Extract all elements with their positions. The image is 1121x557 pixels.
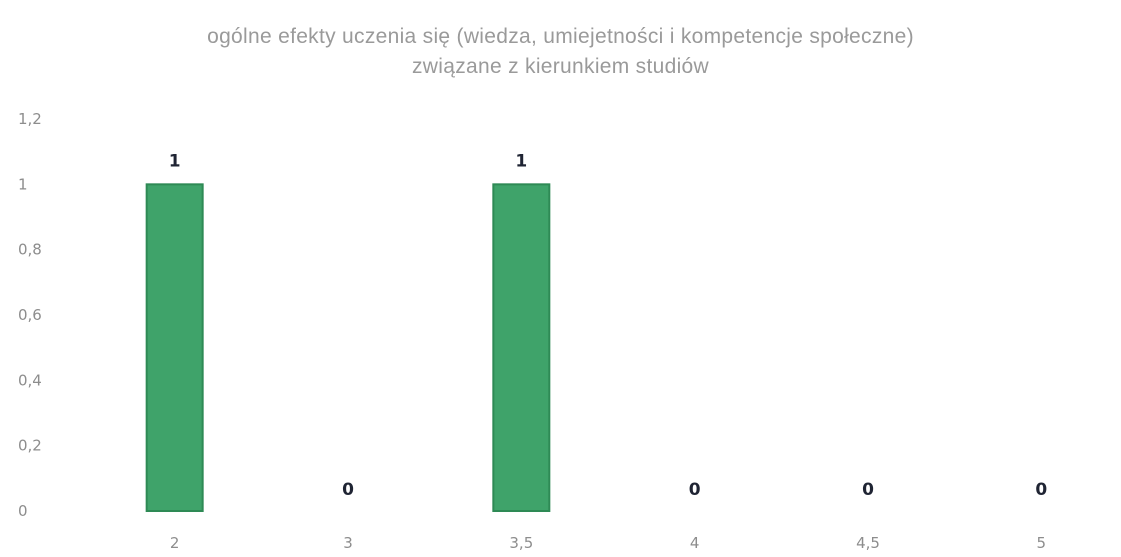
- data-label: 1: [169, 151, 181, 171]
- data-label: 0: [689, 480, 701, 500]
- data-label: 0: [862, 480, 874, 500]
- data-label: 0: [1035, 480, 1047, 500]
- y-tick-label: 1,2: [18, 110, 42, 128]
- chart-title-line-1: ogólne efekty uczenia się (wiedza, umiej…: [207, 25, 914, 48]
- y-tick-label: 0,4: [18, 371, 42, 389]
- y-tick-label: 0,8: [18, 241, 42, 259]
- y-tick-label: 0: [18, 502, 28, 520]
- data-label: 1: [515, 151, 527, 171]
- x-tick-label: 3: [343, 534, 353, 552]
- x-tick-label: 3,5: [509, 534, 533, 552]
- bar: [145, 183, 204, 512]
- x-tick-label: 5: [1037, 534, 1047, 552]
- y-tick-label: 1: [18, 175, 28, 193]
- y-tick-label: 0,6: [18, 306, 42, 324]
- chart-title-line-2: związane z kierunkiem studiów: [412, 55, 709, 78]
- x-tick-label: 4: [690, 534, 700, 552]
- chart-title: ogólne efekty uczenia się (wiedza, umiej…: [0, 22, 1121, 82]
- x-tick-label: 4,5: [856, 534, 880, 552]
- y-tick-label: 0,2: [18, 437, 42, 455]
- x-tick-label: 2: [170, 534, 180, 552]
- data-label: 0: [342, 480, 354, 500]
- bar: [492, 183, 551, 512]
